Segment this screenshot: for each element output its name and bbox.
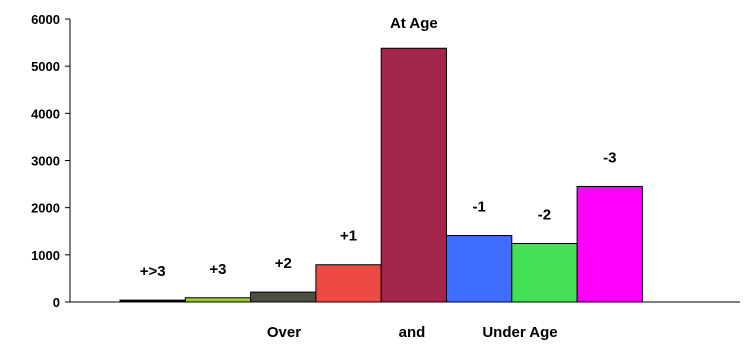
y-tick-label: 1000 xyxy=(31,248,60,263)
bar-category-label: At Age xyxy=(390,15,438,32)
bar xyxy=(511,243,578,303)
bar xyxy=(315,264,382,303)
bar-category-label: -2 xyxy=(538,207,551,224)
bar xyxy=(250,291,317,303)
bar xyxy=(380,47,448,303)
bar xyxy=(576,185,643,303)
x-caption-and: and xyxy=(399,324,426,341)
bar-category-label: +2 xyxy=(275,255,292,272)
y-tick-label: 6000 xyxy=(31,12,60,27)
bar xyxy=(446,234,513,303)
y-tick-label: 3000 xyxy=(31,154,60,169)
x-caption-under-age: Under Age xyxy=(482,324,557,341)
bar-category-label: -1 xyxy=(472,198,485,215)
bar-category-label: +>3 xyxy=(140,263,166,280)
bar-category-label: +3 xyxy=(209,261,226,278)
y-tick-label: 0 xyxy=(53,295,60,310)
bar-category-label: +1 xyxy=(340,228,357,245)
y-tick-label: 4000 xyxy=(31,106,60,121)
y-axis: 0 1000 2000 3000 4000 5000 6000 xyxy=(31,12,71,310)
y-tick-label: 2000 xyxy=(31,201,60,216)
y-tick-label: 5000 xyxy=(31,59,60,74)
bar-labels: +>3 +3 +2 +1 At Age -1 -2 -3 xyxy=(140,15,617,280)
x-caption-over: Over xyxy=(267,324,301,341)
bar xyxy=(184,297,252,303)
bars xyxy=(119,47,643,303)
bar-category-label: -3 xyxy=(603,149,616,166)
